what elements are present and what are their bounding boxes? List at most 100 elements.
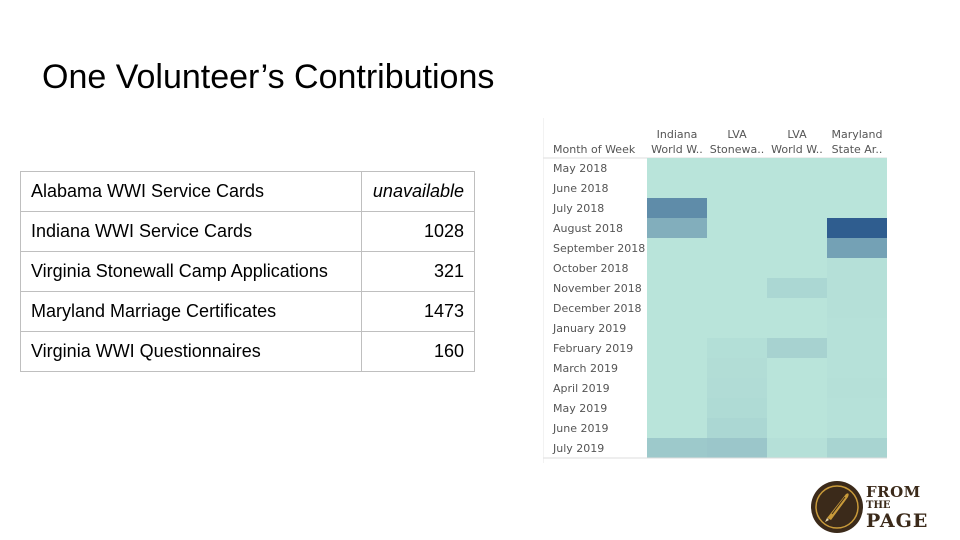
heatmap-cell [767, 398, 827, 418]
heatmap-cell [647, 198, 707, 218]
heatmap-cell [827, 438, 887, 458]
heatmap-cell [647, 278, 707, 298]
heatmap-cell [827, 238, 887, 258]
heatmap-row-label: February 2019 [553, 342, 633, 355]
heatmap-cell [827, 278, 887, 298]
heatmap-row-label: September 2018 [553, 242, 645, 255]
heatmap-cell [767, 298, 827, 318]
heatmap-row-label: May 2018 [553, 162, 607, 175]
heatmap-cell [767, 358, 827, 378]
heatmap-cell [707, 238, 767, 258]
heatmap-cell [827, 178, 887, 198]
slide-title: One Volunteer’s Contributions [42, 58, 494, 97]
heatmap-cell [707, 158, 767, 178]
heatmap-cell [827, 418, 887, 438]
heatmap-row-label: June 2019 [552, 422, 608, 435]
heatmap-cell [647, 218, 707, 238]
heatmap-cell [707, 298, 767, 318]
heatmap-cell [767, 338, 827, 358]
from-the-page-logo: FROM THE PAGE [808, 480, 958, 536]
heatmap-column-header: World W.. [771, 143, 823, 156]
heatmap-cell [767, 258, 827, 278]
heatmap-column-header: Maryland [831, 128, 882, 141]
heatmap-row-label: July 2018 [552, 202, 604, 215]
heatmap-cell [827, 318, 887, 338]
heatmap-cell [647, 338, 707, 358]
heatmap-cell [767, 438, 827, 458]
heatmap-column-header: LVA [787, 128, 807, 141]
heatmap-cell [827, 158, 887, 178]
heatmap-cell [707, 398, 767, 418]
heatmap-column-header: LVA [727, 128, 747, 141]
collection-name: Alabama WWI Service Cards [21, 172, 362, 212]
heatmap-cell [647, 378, 707, 398]
heatmap-column-header: Indiana [657, 128, 698, 141]
heatmap-row-header: Month of Week [553, 143, 636, 156]
heatmap-cell [707, 338, 767, 358]
heatmap-cell [767, 158, 827, 178]
contribution-count: unavailable [362, 172, 475, 212]
heatmap-row-label: November 2018 [553, 282, 642, 295]
heatmap-row-label: July 2019 [552, 442, 604, 455]
heatmap-cell [827, 198, 887, 218]
heatmap-cell [647, 318, 707, 338]
heatmap-row-label: December 2018 [553, 302, 642, 315]
table-row: Indiana WWI Service Cards 1028 [21, 212, 475, 252]
heatmap-row-label: March 2019 [553, 362, 618, 375]
heatmap-cell [647, 258, 707, 278]
heatmap-cell [707, 378, 767, 398]
heatmap-cell [827, 358, 887, 378]
heatmap-cell [707, 218, 767, 238]
heatmap-cell [767, 198, 827, 218]
heatmap-row-label: May 2019 [553, 402, 607, 415]
table-row: Virginia Stonewall Camp Applications 321 [21, 252, 475, 292]
heatmap-cell [767, 178, 827, 198]
heatmap-cell [827, 398, 887, 418]
logo-line-from: FROM [866, 485, 928, 500]
heatmap-chart: Month of Week Indiana World W.. LVA Stonewa.… [543, 118, 893, 463]
heatmap-cell [827, 258, 887, 278]
heatmap-cell [767, 418, 827, 438]
heatmap-cell [647, 298, 707, 318]
heatmap-row-label: January 2019 [552, 322, 626, 335]
heatmap-cell [647, 438, 707, 458]
heatmap-column-header: Stonewa.. [710, 143, 765, 156]
heatmap-cell [647, 238, 707, 258]
heatmap-cell [707, 358, 767, 378]
heatmap-cell [707, 178, 767, 198]
table-row: Maryland Marriage Certificates 1473 [21, 292, 475, 332]
quill-pen-icon [810, 480, 864, 534]
heatmap-column-header: State Ar.. [832, 143, 883, 156]
heatmap-row-label: October 2018 [553, 262, 629, 275]
heatmap-cell [767, 218, 827, 238]
heatmap-cell [707, 278, 767, 298]
heatmap-cell [707, 198, 767, 218]
heatmap-cell [647, 398, 707, 418]
heatmap-cell [827, 378, 887, 398]
heatmap-cell [707, 438, 767, 458]
heatmap-cell [647, 418, 707, 438]
contribution-count: 1473 [362, 292, 475, 332]
logo-line-page: PAGE [866, 512, 928, 531]
logo-wordmark: FROM THE PAGE [866, 485, 928, 531]
heatmap-column-header: World W.. [651, 143, 703, 156]
table-row: Alabama WWI Service Cards unavailable [21, 172, 475, 212]
heatmap-row-label: April 2019 [553, 382, 610, 395]
contribution-count: 321 [362, 252, 475, 292]
heatmap-cell [767, 278, 827, 298]
heatmap-cell [767, 318, 827, 338]
heatmap-cell [647, 358, 707, 378]
heatmap-row-label: June 2018 [552, 182, 608, 195]
heatmap-cell [647, 158, 707, 178]
heatmap-cell [767, 238, 827, 258]
heatmap-row-label: August 2018 [553, 222, 623, 235]
heatmap-cell [827, 338, 887, 358]
heatmap-svg: Month of Week Indiana World W.. LVA Stonewa.… [543, 118, 893, 463]
heatmap-cell [647, 178, 707, 198]
heatmap-cell [767, 378, 827, 398]
heatmap-cell [707, 318, 767, 338]
heatmap-cell [707, 258, 767, 278]
heatmap-cell [827, 218, 887, 238]
contributions-table: Alabama WWI Service Cards unavailable In… [20, 171, 475, 372]
table-row: Virginia WWI Questionnaires 160 [21, 332, 475, 372]
